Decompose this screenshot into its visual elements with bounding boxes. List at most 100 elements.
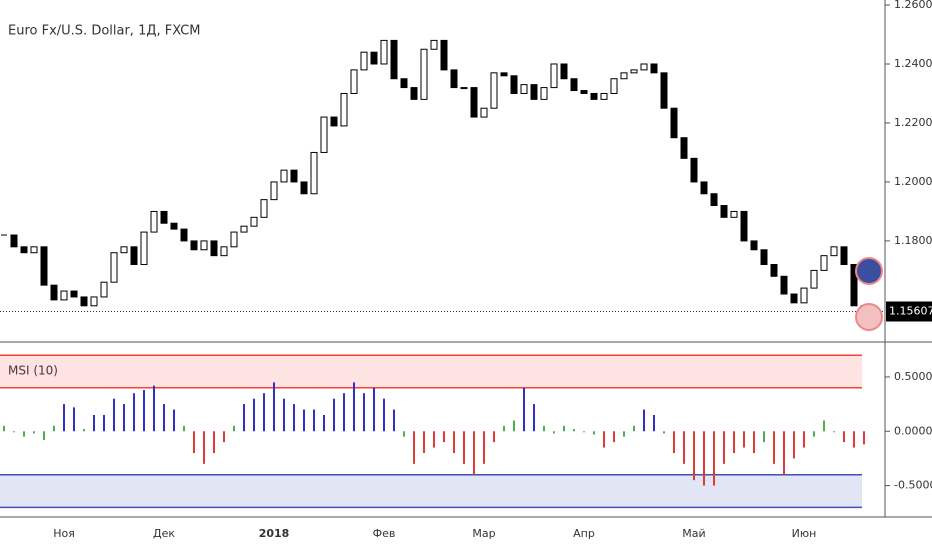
band-fill [0, 474, 862, 508]
histogram-bar [683, 431, 685, 464]
candle [10, 234, 18, 248]
candle [470, 87, 478, 118]
candle [260, 199, 268, 218]
indicator-title: MSI (10) [8, 364, 58, 378]
candle [770, 264, 778, 277]
candle [500, 72, 508, 77]
candle [280, 169, 288, 183]
y-tick-label: 1.18000 [894, 234, 932, 247]
histogram-bar [623, 431, 625, 437]
candle [170, 222, 178, 230]
histogram-bar [43, 431, 45, 440]
candle [760, 249, 768, 266]
y-tick-label: 1.22000 [894, 116, 932, 129]
histogram-bar [433, 431, 435, 448]
histogram-bar [513, 420, 515, 432]
candle [490, 72, 498, 109]
histogram-bar [473, 431, 475, 475]
candle [110, 252, 118, 283]
candle [450, 69, 458, 89]
candle [200, 240, 208, 251]
last-price-label: 1.15607 [889, 304, 932, 317]
candle [310, 151, 318, 195]
candle [710, 193, 718, 207]
candle [360, 51, 368, 71]
candle [180, 228, 188, 242]
candle [590, 92, 598, 100]
histogram-bar [343, 393, 345, 432]
histogram-bar [483, 431, 485, 464]
histogram-bar [523, 387, 525, 432]
histogram-bar [593, 431, 595, 435]
histogram-bar [423, 431, 425, 454]
candle [130, 246, 138, 266]
candle [90, 296, 98, 307]
candle [540, 87, 548, 100]
histogram-bar [273, 382, 275, 432]
candle [560, 63, 568, 80]
histogram-bar [803, 431, 805, 448]
candle [810, 269, 818, 289]
histogram-bar [443, 431, 445, 443]
candle [100, 281, 108, 298]
x-tick-label: Май [682, 527, 705, 540]
candle [290, 169, 298, 183]
eu-flag [855, 257, 883, 285]
x-tick-label: Апр [573, 527, 595, 540]
candle [520, 84, 528, 94]
candle [680, 137, 688, 159]
histogram-bar [263, 393, 265, 432]
histogram-bar [793, 431, 795, 459]
histogram-bar [863, 431, 865, 445]
histogram-bar [733, 431, 735, 454]
candle [640, 63, 648, 71]
candle [660, 72, 668, 109]
candle [270, 181, 278, 201]
histogram-bar [453, 431, 455, 454]
histogram-bar [223, 431, 225, 443]
candle [820, 255, 828, 271]
candle [690, 157, 698, 183]
histogram-bar [123, 404, 125, 432]
candle [160, 210, 168, 224]
x-tick-label: 2018 [259, 527, 290, 540]
x-tick-label: Июн [792, 527, 817, 540]
histogram-bar [563, 425, 565, 432]
histogram-bar [713, 431, 715, 486]
histogram-bar [603, 431, 605, 448]
histogram-bar [23, 431, 25, 437]
candle [840, 246, 848, 266]
candle [720, 205, 728, 218]
y-tick-label: -0.5000 [894, 479, 932, 492]
histogram-bar [323, 414, 325, 432]
flag-icons [855, 257, 883, 331]
candle [320, 116, 328, 153]
histogram-bar [113, 398, 115, 432]
candle [630, 69, 638, 74]
histogram-bar [723, 431, 725, 464]
candle [150, 210, 158, 233]
last-price-tag [886, 301, 932, 322]
histogram-bar [63, 404, 65, 432]
histogram-bar [303, 409, 305, 432]
histogram-bar [73, 407, 75, 432]
histogram-bar [313, 409, 315, 432]
x-tick-label: Фев [373, 527, 396, 540]
candle [600, 92, 608, 100]
histogram-bar [533, 404, 535, 432]
candle [60, 290, 68, 301]
histogram-bar [173, 409, 175, 432]
histogram-bar [613, 431, 615, 443]
histogram-bar [653, 414, 655, 432]
chart-title: Euro Fx/U.S. Dollar, 1Д, FXCM [8, 24, 201, 39]
x-tick-label: Дек [153, 527, 175, 540]
y-tick-label: 1.20000 [894, 175, 932, 188]
candle [850, 264, 858, 307]
histogram-bar [833, 431, 835, 433]
candle [440, 39, 448, 71]
candle [670, 107, 678, 139]
histogram-bar [83, 429, 85, 432]
candle [380, 39, 388, 65]
